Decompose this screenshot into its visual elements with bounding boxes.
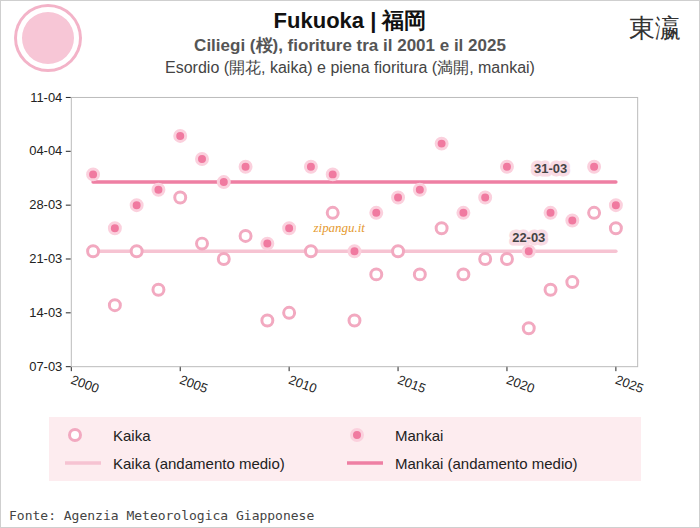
html-text:Ciliegi (桜), fioriture tra il: Ciliegi (桜), fioriture tra il 2001 e il … [194, 36, 506, 55]
svg-text:11-04: 11-04 [30, 90, 62, 105]
svg-text:22-03: 22-03 [512, 230, 545, 245]
html-text:Kaika (andamento medio): Kaika (andamento medio) [113, 454, 285, 472]
svg-text:07-03: 07-03 [29, 359, 62, 374]
html-text:Esordio (開花, kaika) e piena fi: Esordio (開花, kaika) e piena fioritura (満… [165, 59, 535, 76]
svg-text:zipangu.it: zipangu.it [313, 220, 366, 235]
svg-text:31-03: 31-03 [534, 161, 567, 176]
html-text:Fukuoka | 福岡: Fukuoka | 福岡 [273, 8, 427, 33]
svg-text:28-03: 28-03 [29, 197, 62, 212]
html-text:Mankai: Mankai [395, 426, 444, 444]
svg-text:04-04: 04-04 [29, 143, 62, 158]
html-text:Kaika: Kaika [113, 426, 151, 444]
svg-text:2005: 2005 [178, 372, 210, 396]
html-text:東瀛: 東瀛 [629, 13, 681, 43]
svg-text:2025: 2025 [613, 372, 645, 396]
html-text:Fonte: Agenzia Meteorologica G: Fonte: Agenzia Meteorologica Giapponese [9, 508, 315, 523]
svg-text:21-03: 21-03 [29, 251, 62, 266]
svg-text:2000: 2000 [69, 372, 101, 396]
html-text:Mankai (andamento medio): Mankai (andamento medio) [395, 454, 578, 472]
svg-text:2015: 2015 [396, 372, 428, 396]
svg-text:14-03: 14-03 [29, 305, 62, 320]
svg-text:2020: 2020 [505, 372, 537, 396]
svg-text:2010: 2010 [287, 372, 319, 396]
